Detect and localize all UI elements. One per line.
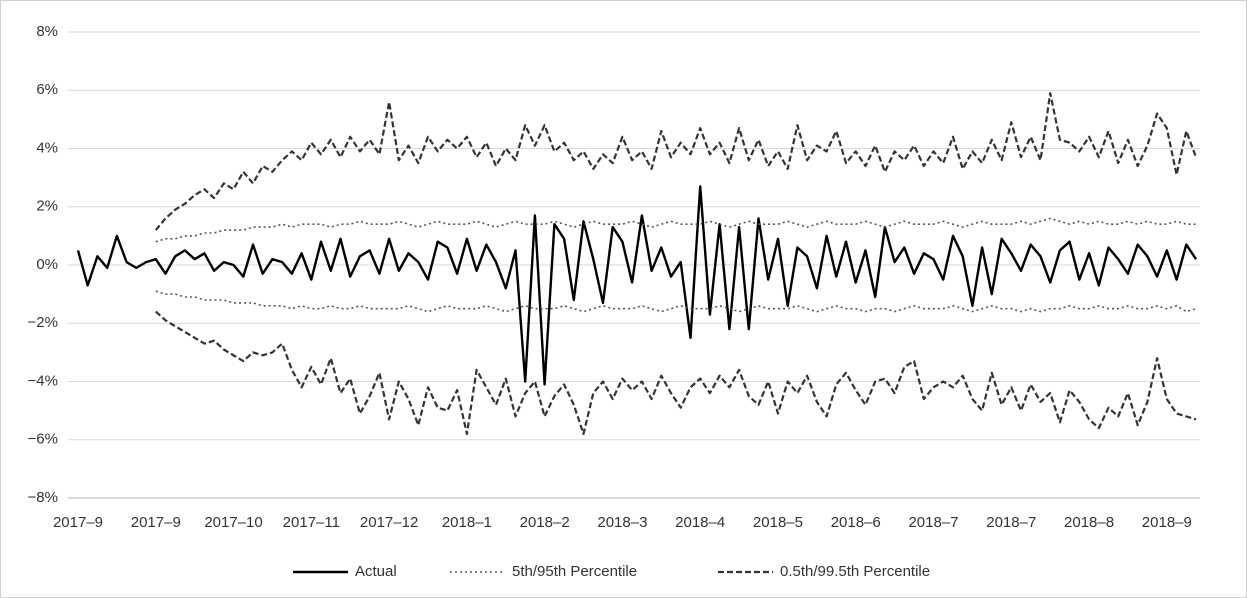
- y-tick-label: 8%: [36, 23, 58, 40]
- legend-label: Actual: [355, 563, 397, 580]
- line-series: [155, 217, 1196, 243]
- line-series: [155, 310, 1197, 435]
- x-tick-label: 2018–7: [908, 514, 958, 531]
- y-tick-label: 6%: [36, 81, 58, 98]
- x-tick-label: 2018–6: [831, 514, 881, 531]
- legend-label: 5th/95th Percentile: [512, 563, 637, 580]
- y-tick-label: 0%: [36, 256, 58, 273]
- x-tick-label: 2018–3: [597, 514, 647, 531]
- x-tick-label: 2018–7: [986, 514, 1036, 531]
- line-series: [154, 92, 1198, 231]
- x-tick-label: 2018–4: [675, 514, 725, 531]
- y-tick-label: 4%: [36, 139, 58, 156]
- y-tick-label: −2%: [28, 314, 58, 331]
- y-tick-label: −8%: [28, 489, 58, 506]
- line-series: [76, 185, 1197, 386]
- x-tick-label: 2017–9: [131, 514, 181, 531]
- x-tick-label: 2018–2: [520, 514, 570, 531]
- legend-label: 0.5th/99.5th Percentile: [780, 563, 930, 580]
- x-tick-label: 2017–11: [283, 514, 340, 531]
- x-tick-label: 2018–8: [1064, 514, 1114, 531]
- y-tick-label: 2%: [36, 198, 58, 215]
- y-tick-label: −4%: [28, 372, 58, 389]
- x-tick-label: 2017–10: [204, 514, 262, 531]
- x-tick-label: 2018–1: [442, 514, 492, 531]
- x-tick-label: 2018–5: [753, 514, 803, 531]
- x-tick-label: 2017–9: [53, 514, 103, 531]
- y-tick-label: −6%: [28, 431, 58, 448]
- x-tick-label: 2018–9: [1142, 514, 1192, 531]
- x-tick-label: 2017–12: [360, 514, 418, 531]
